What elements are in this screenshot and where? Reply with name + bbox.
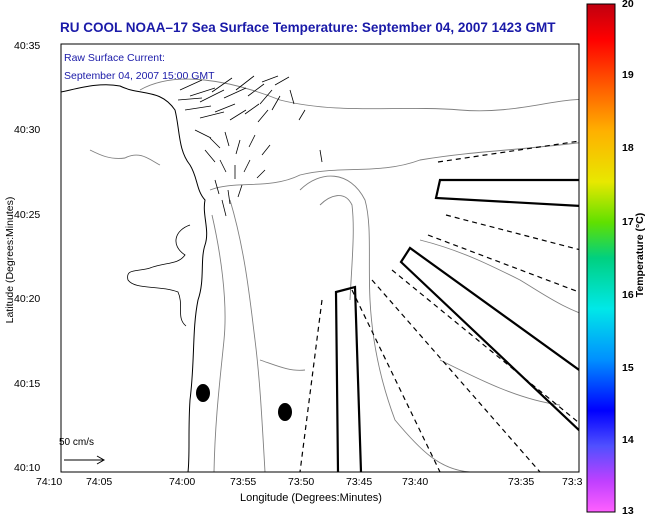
annotation-line-2: September 04, 2007 15:00 GMT — [64, 70, 215, 82]
station-marker — [196, 384, 210, 402]
colorbar — [586, 3, 616, 513]
current-vectors — [177, 75, 323, 217]
colorbar-tick: 15 — [622, 362, 634, 374]
colorbar-tick: 13 — [622, 505, 634, 517]
x-tick-label: 73:45 — [346, 476, 373, 488]
x-tick-label: 73:50 — [288, 476, 315, 488]
y-tick-label: 40:20 — [14, 293, 41, 305]
annotation-line-1: Raw Surface Current: — [64, 52, 165, 64]
x-tick-label: 73:55 — [230, 476, 257, 488]
survey-boxes — [334, 178, 579, 472]
scale-label: 50 cm/s — [59, 437, 95, 448]
y-tick-label: 40:30 — [14, 124, 41, 136]
x-tick-label: 73:40 — [402, 476, 429, 488]
x-tick-label: 73:3 — [562, 476, 583, 488]
colorbar-tick: 20 — [622, 0, 634, 10]
colorbar-tick: 17 — [622, 216, 634, 228]
station-marker — [278, 403, 292, 421]
x-tick-label: 74:10 — [36, 476, 63, 488]
colorbar-tick: 18 — [622, 142, 634, 154]
map-title: RU COOL NOAA–17 Sea Surface Temperature:… — [60, 20, 556, 35]
plot-frame — [60, 43, 580, 473]
y-tick-label: 40:10 — [14, 462, 41, 474]
x-tick-label: 74:00 — [169, 476, 196, 488]
coastline — [61, 84, 208, 472]
colorbar-tick: 14 — [622, 434, 634, 446]
y-tick-label: 40:35 — [14, 40, 41, 52]
dashed-survey-lines — [299, 140, 579, 472]
bay-outline — [127, 224, 191, 327]
scale-arrow — [64, 455, 106, 465]
colorbar-tick: 16 — [622, 289, 634, 301]
y-tick-label: 40:25 — [14, 209, 41, 221]
y-tick-label: 40:15 — [14, 378, 41, 390]
colorbar-tick: 19 — [622, 69, 634, 81]
x-tick-label: 73:35 — [508, 476, 535, 488]
x-tick-label: 74:05 — [86, 476, 113, 488]
bathymetry-contours — [89, 78, 579, 472]
x-axis-label: Longitude (Degrees:Minutes) — [240, 492, 382, 504]
map-layer — [61, 75, 579, 472]
